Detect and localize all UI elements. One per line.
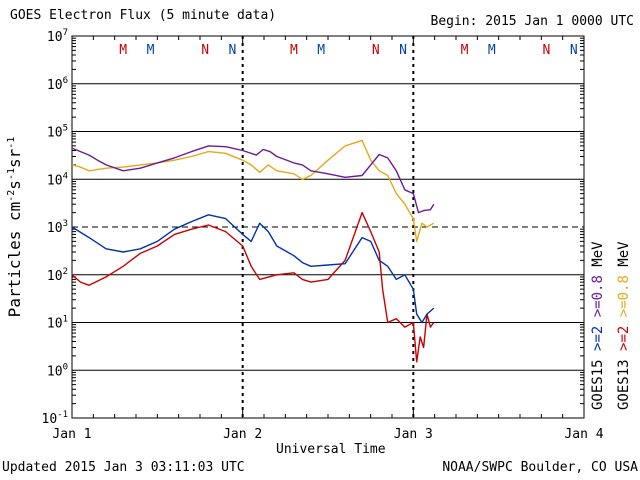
mn-marker: N (201, 43, 209, 58)
mn-marker: N (570, 43, 578, 58)
y-tick-label: 100 (47, 362, 68, 379)
updated-time: Updated 2015 Jan 3 03:11:03 UTC (2, 460, 245, 475)
mn-marker: M (119, 43, 127, 58)
y-tick-label: 105 (47, 124, 68, 141)
mn-marker: M (488, 43, 496, 58)
x-tick-label: Jan 4 (564, 427, 603, 442)
y-tick-label: 104 (47, 171, 68, 188)
x-axis-label: Universal Time (276, 442, 386, 457)
mn-marker: N (372, 43, 380, 58)
x-tick-label: Jan 3 (394, 427, 433, 442)
y-tick-label: 103 (47, 219, 68, 236)
x-tick-label: Jan 1 (52, 427, 91, 442)
mn-marker: M (317, 43, 325, 58)
series-line (71, 214, 435, 324)
series-line (71, 139, 435, 243)
credit-text: NOAA/SWPC Boulder, CO USA (442, 460, 638, 475)
mn-marker: N (229, 43, 237, 58)
chart-title: GOES Electron Flux (5 minute data) (10, 8, 277, 23)
mn-marker: M (290, 43, 298, 58)
series-line (71, 211, 435, 363)
mn-marker: N (399, 43, 407, 58)
begin-time: Begin: 2015 Jan 1 0000 UTC (430, 14, 635, 29)
legend-column: GOES13 >=2 >=0.8 MeV (616, 241, 632, 410)
y-tick-label: 107 (47, 28, 68, 45)
series-line (71, 145, 435, 214)
y-tick-label: 10-1 (42, 410, 69, 427)
mn-marker: M (147, 43, 155, 58)
y-tick-label: 102 (47, 267, 68, 284)
legend-column: GOES15 >=2 >=0.8 MeV (590, 241, 606, 410)
y-tick-label: 101 (47, 315, 68, 332)
x-tick-label: Jan 2 (223, 427, 262, 442)
y-axis-label: Particles cm-2s-1sr-1 (5, 137, 24, 318)
mn-marker: N (543, 43, 551, 58)
mn-marker: M (461, 43, 469, 58)
y-tick-label: 106 (47, 76, 68, 93)
